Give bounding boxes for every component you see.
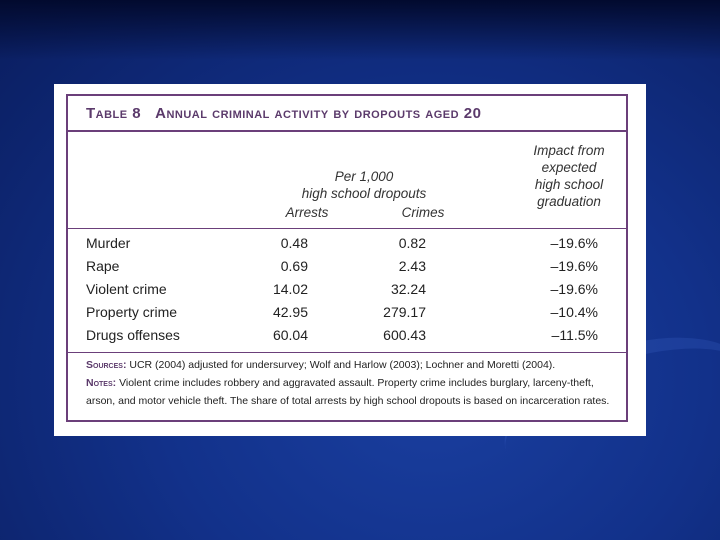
column-group-header: Per 1,000 high school dropouts — [264, 168, 464, 202]
impact-header-line3: high school — [534, 177, 604, 192]
header-divider — [68, 228, 626, 229]
impact-header-line1: Impact from — [533, 143, 605, 158]
table-row: Violent crime 14.02 32.24 –19.6% — [68, 278, 626, 301]
row-arrests: 60.04 — [272, 327, 308, 343]
sources-text: UCR (2004) adjusted for undersurvey; Wol… — [129, 359, 556, 371]
notes-label: Notes: — [86, 377, 117, 389]
row-arrests: 0.48 — [280, 235, 308, 251]
row-label: Property crime — [86, 304, 178, 320]
row-crimes: 2.43 — [398, 258, 426, 274]
notes-text: Violent crime includes robbery and aggra… — [86, 377, 610, 407]
group-header-line1: Per 1,000 — [334, 169, 394, 184]
row-arrests: 0.69 — [280, 258, 308, 274]
row-impact: –11.5% — [551, 327, 598, 343]
impact-header-line4: graduation — [537, 194, 601, 209]
table-frame: Table 8 Annual criminal activity by drop… — [66, 94, 628, 422]
table-row: Murder 0.48 0.82 –19.6% — [68, 232, 626, 255]
table-notes: Sources: UCR (2004) adjusted for undersu… — [86, 356, 616, 410]
row-arrests: 14.02 — [272, 281, 308, 297]
row-impact: –10.4% — [550, 304, 598, 320]
row-crimes: 0.82 — [398, 235, 426, 251]
row-impact: –19.6% — [550, 235, 598, 251]
sources-line: Sources: UCR (2004) adjusted for undersu… — [86, 356, 616, 374]
impact-header-line2: expected — [541, 160, 597, 175]
table-title-bar: Table 8 Annual criminal activity by drop… — [68, 96, 626, 132]
group-header-line2: high school dropouts — [301, 186, 427, 201]
row-crimes: 279.17 — [383, 304, 426, 320]
row-arrests: 42.95 — [272, 304, 308, 320]
slide-top-shade — [0, 0, 720, 60]
table-row: Rape 0.69 2.43 –19.6% — [68, 255, 626, 278]
row-label: Drugs offenses — [86, 327, 180, 343]
table-row: Drugs offenses 60.04 600.43 –11.5% — [68, 324, 626, 347]
col-impact-header: Impact from expected high school graduat… — [514, 142, 624, 210]
col-arrests-header: Arrests — [285, 205, 329, 220]
table-title: Annual criminal activity by dropouts age… — [155, 104, 482, 122]
row-label: Rape — [86, 258, 120, 274]
sources-label: Sources: — [86, 359, 127, 371]
col-crimes-header: Crimes — [401, 205, 445, 220]
row-label: Violent crime — [86, 281, 167, 297]
notes-line: Notes: Violent crime includes robbery an… — [86, 374, 616, 410]
table-card: Table 8 Annual criminal activity by drop… — [54, 84, 646, 436]
row-impact: –19.6% — [550, 281, 598, 297]
table-row: Property crime 42.95 279.17 –10.4% — [68, 301, 626, 324]
table-number: Table 8 — [86, 104, 142, 122]
row-crimes: 600.43 — [383, 327, 426, 343]
row-label: Murder — [86, 235, 131, 251]
notes-divider — [68, 352, 626, 353]
row-crimes: 32.24 — [390, 281, 426, 297]
row-impact: –19.6% — [550, 258, 598, 274]
